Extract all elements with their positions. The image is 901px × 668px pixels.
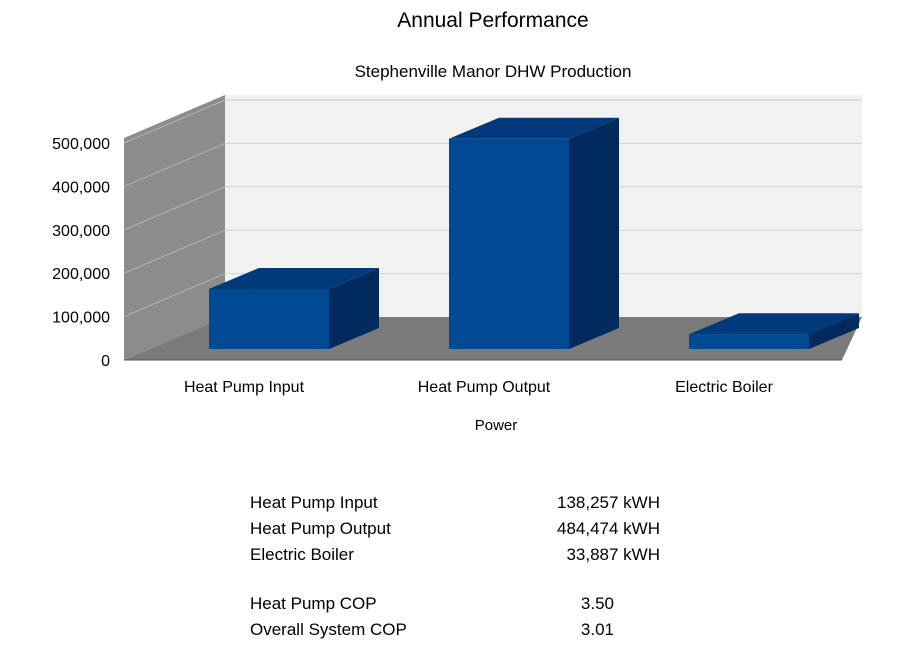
- chart-title: Annual Performance: [397, 9, 588, 32]
- bar-side: [329, 267, 379, 349]
- bar-top: [689, 313, 859, 335]
- chart-subtitle: Stephenville Manor DHW Production: [355, 62, 632, 81]
- x-tick-label: Heat Pump Output: [418, 379, 551, 396]
- x-axis-ticks: Heat Pump Input Heat Pump Output Electric …: [184, 379, 774, 396]
- bar-side: [569, 117, 619, 349]
- gridline: [123, 142, 226, 187]
- y-tick-label: 300,000: [52, 223, 110, 240]
- bar-top: [209, 267, 379, 289]
- side-wall: [124, 95, 225, 360]
- summary-label: Heat Pump COP: [250, 594, 377, 613]
- bar: [449, 117, 619, 349]
- bar: [689, 313, 859, 349]
- y-tick-label: 400,000: [52, 179, 110, 196]
- gridline: [123, 99, 226, 144]
- summary-value: 484,474 kWH: [557, 519, 660, 538]
- summary-label: Heat Pump Output: [250, 519, 391, 538]
- summary-value: 3.50: [580, 594, 614, 613]
- y-tick-label: 0: [101, 353, 110, 370]
- gridline: [123, 273, 226, 318]
- summary-table: Heat Pump Input 138,257 kWH Heat Pump Ou…: [250, 490, 670, 650]
- bar-front: [209, 288, 329, 349]
- bar-side: [809, 313, 859, 349]
- bars: [209, 117, 859, 349]
- bar: [209, 267, 379, 349]
- summary-value: 138,257 kWH: [557, 493, 660, 512]
- y-tick-label: 500,000: [52, 136, 110, 153]
- bar-chart: Annual Performance Stephenville Manor DH…: [52, 9, 862, 434]
- bar-front: [449, 138, 569, 349]
- summary-label: Heat Pump Input: [250, 493, 378, 512]
- summary-value: 3.01: [580, 620, 614, 639]
- y-tick-label: 200,000: [52, 266, 110, 283]
- bar-top: [449, 117, 619, 139]
- summary-label: Electric Boiler: [250, 545, 354, 564]
- gridline: [123, 229, 226, 274]
- summary-label: Overall System COP: [250, 620, 407, 639]
- y-tick-label: 100,000: [52, 310, 110, 327]
- x-tick-label: Heat Pump Input: [184, 379, 305, 396]
- x-axis-label: Power: [475, 417, 518, 434]
- bar-front: [689, 334, 809, 349]
- gridline: [123, 186, 226, 231]
- x-tick-label: Electric Boiler: [675, 379, 773, 396]
- y-axis-ticks: 0 100,000 200,000 300,000 400,000 500,000: [52, 136, 110, 370]
- summary-value: 33,887 kWH: [566, 545, 660, 564]
